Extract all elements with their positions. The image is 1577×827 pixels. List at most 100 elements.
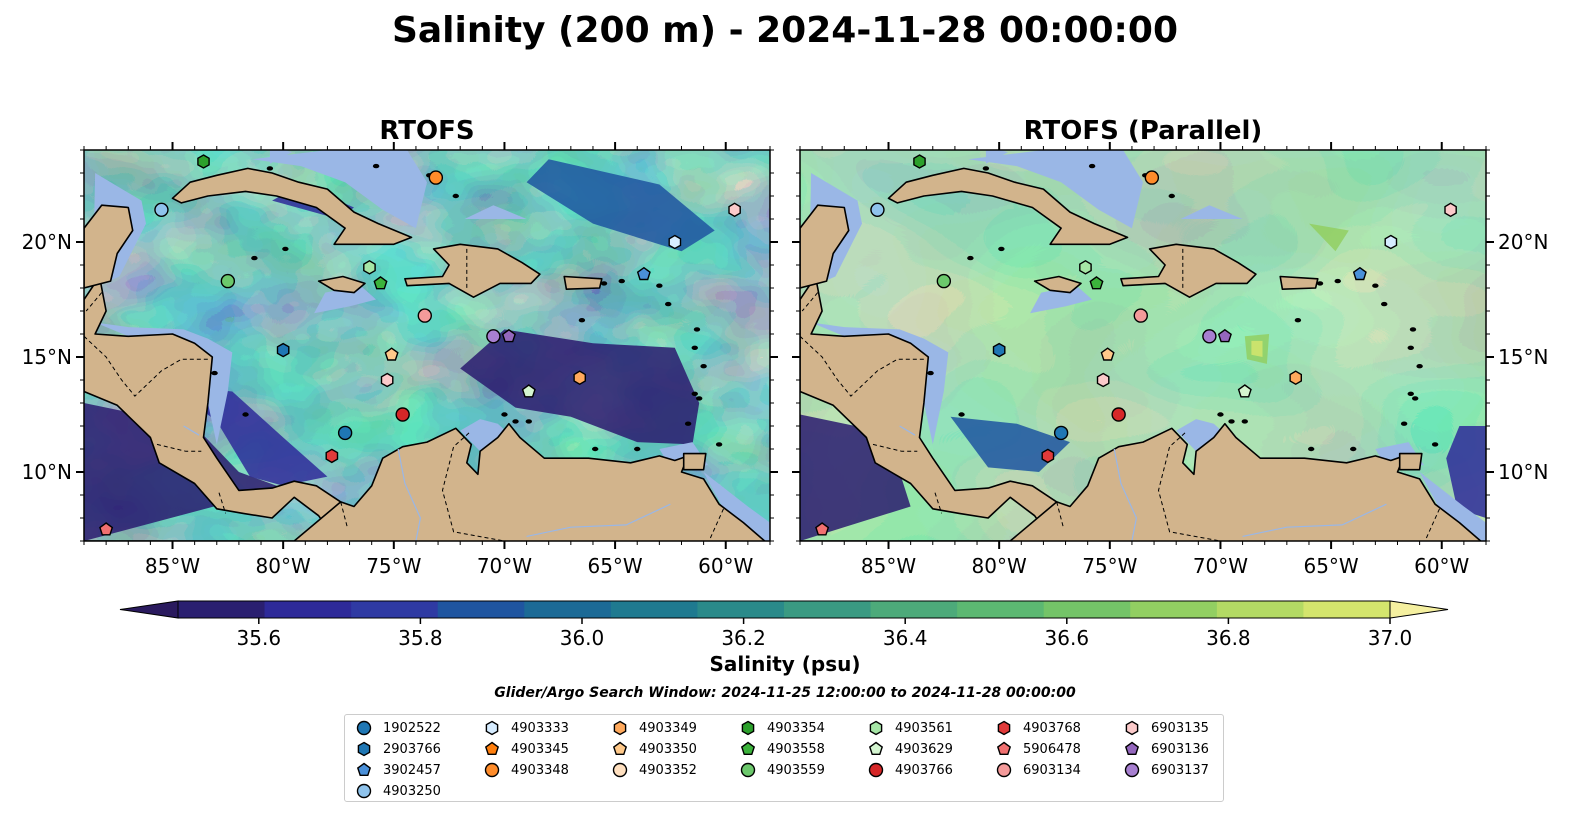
station-4903354 [913,154,926,169]
legend-marker [613,720,627,736]
station-4903349 [1289,370,1302,386]
border [872,443,918,452]
shelf-area [703,472,770,541]
island [1407,345,1414,350]
border [800,335,927,397]
station-2903766 [992,342,1006,358]
x-tick-label: 60°W [1414,554,1469,578]
legend-marker [612,741,628,755]
colorbar-segment [784,601,872,618]
station-4903333 [1384,234,1398,250]
station-6903135 [728,202,741,218]
legend-label: 4903558 [767,741,825,757]
station-4903250 [870,202,885,217]
legend-label: 4903354 [767,720,825,736]
island [618,278,625,284]
legend-label: 4903349 [639,720,697,736]
station-5906478 [99,522,114,536]
island [1294,318,1302,323]
station-4903766 [1111,407,1126,422]
shelf-area [269,150,292,164]
station-4903766 [395,407,410,422]
salinity-feature [168,384,328,486]
legend-item: 6903136 [1123,739,1209,759]
panel-title: RTOFS (Parallel) [1024,116,1263,146]
legend-marker [869,720,883,736]
station-3902457 [1352,266,1367,281]
island [372,163,380,169]
river [183,425,200,436]
legend-item: 2903766 [355,739,441,759]
station-4903348 [1144,170,1160,185]
island [691,391,698,396]
legend-marker [357,741,371,757]
station-6903136 [501,328,516,343]
pentagon-marker-icon [740,741,756,755]
y-tick-label: 15°N [22,345,72,369]
salinity-feature [950,416,1070,472]
land-centralAmerica [800,275,1058,535]
legend-label: 4903559 [767,762,825,778]
station-4903558 [373,276,388,290]
land-puertoRico [1279,275,1319,290]
land-hispaniola [1120,243,1257,298]
island [693,327,701,332]
circle-marker-icon [996,762,1012,778]
legend-item: 4903350 [611,739,697,759]
legend-marker [484,741,500,755]
island [715,442,723,447]
station-4903349 [573,370,586,386]
border [441,432,507,541]
legend-label: 4903250 [383,783,441,799]
legend-item: 4903348 [483,760,569,780]
station-4903559 [220,273,236,289]
colorbar-tick-label: 36.0 [560,626,605,650]
legend-item: 4903768 [995,718,1081,738]
island [329,141,335,145]
river [899,425,916,436]
legend-label: 4903352 [639,762,697,778]
island [512,419,519,424]
station-6903135 [1096,372,1110,388]
circle-marker-icon [868,762,884,778]
legend-marker [1125,720,1139,736]
island [1350,446,1357,452]
legend-item: 1902522 [355,718,441,738]
land-trinidad [1398,452,1423,471]
legend-marker [740,762,756,778]
legend-label: 1902522 [383,720,441,736]
salinity-feature [1309,223,1349,252]
station-6903135 [380,372,394,388]
legend-item: 6903135 [1123,718,1209,738]
land-florida [243,109,283,139]
x-tick-label: 80°W [972,554,1027,578]
station-6903134 [1133,308,1148,323]
station-4903333 [668,234,682,250]
circle-marker-icon [356,783,372,799]
island [1088,163,1096,169]
circle-marker-icon [356,720,372,736]
hexagon-marker-icon [613,720,627,736]
legend-item: 6903137 [1123,760,1209,780]
island [1241,419,1248,424]
pentagon-marker-icon [484,741,500,755]
hexagon-marker-icon [1125,720,1139,736]
station-6903137 [486,329,501,344]
land-puertoRico [563,275,603,290]
colorbar: 35.6 35.8 36.0 36.2 36.4 36.6 36.8 37.0 Salinity… [119,600,1449,701]
station-4903561 [363,259,376,275]
legend-marker [1124,762,1140,778]
island [600,281,608,286]
legend-item: 4903250 [355,781,441,801]
legend-item: 4903561 [867,718,953,738]
colorbar-tick-label: 37.0 [1368,626,1413,650]
land-trinidad [682,452,707,471]
island [1416,364,1423,369]
island [525,419,532,424]
island [982,166,990,171]
legend-item: 3902457 [355,760,441,780]
pentagon-marker-icon [996,741,1012,755]
colorbar-label: Salinity (psu) [709,652,860,676]
island [998,246,1005,252]
island [251,255,258,261]
